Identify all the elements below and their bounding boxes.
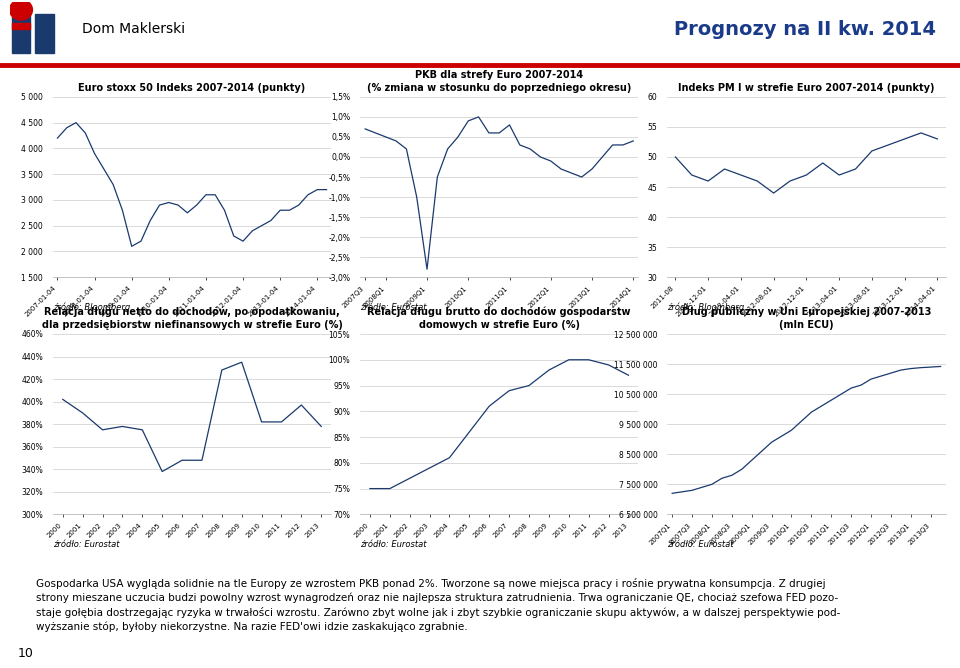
Text: Prognozy na II kw. 2014: Prognozy na II kw. 2014 — [674, 20, 936, 39]
Text: źródło: Eurostat: źródło: Eurostat — [360, 303, 426, 311]
Text: źródło: Eurostat: źródło: Eurostat — [667, 540, 733, 548]
Title: Indeks PM I w strefie Euro 2007-2014 (punkty): Indeks PM I w strefie Euro 2007-2014 (pu… — [678, 84, 935, 94]
Text: Gospodarka USA wygląda solidnie na tle Europy ze wzrostem PKB ponad 2%. Tworzone: Gospodarka USA wygląda solidnie na tle E… — [36, 578, 827, 589]
Title: PKB dla strefy Euro 2007-2014
(% zmiana w stosunku do poprzedniego okresu): PKB dla strefy Euro 2007-2014 (% zmiana … — [367, 70, 632, 94]
Bar — [12, 23, 31, 29]
Text: źródło: Bloomberg: źródło: Bloomberg — [53, 303, 130, 312]
Text: Dom Maklerski: Dom Maklerski — [82, 23, 184, 37]
Text: wyższanie stóp, byłoby niekorzystne. Na razie FED'owi idzie zaskakująco zgrabnie: wyższanie stóp, byłoby niekorzystne. Na … — [36, 622, 468, 633]
Bar — [36, 14, 54, 53]
Text: źródło: Eurostat: źródło: Eurostat — [53, 540, 119, 548]
Circle shape — [10, 0, 33, 20]
Title: Euro stoxx 50 Indeks 2007-2014 (punkty): Euro stoxx 50 Indeks 2007-2014 (punkty) — [79, 84, 305, 94]
Title: Relacja długu netto do dochodów, po opodatkowaniu,
dla przedsiębiorstw niefinans: Relacja długu netto do dochodów, po opod… — [41, 307, 343, 331]
Text: źródło: Eurostat: źródło: Eurostat — [360, 540, 426, 548]
Bar — [12, 14, 31, 53]
Text: staje gołębia dostrzegając ryzyka w trwałości wzrostu. Zarówno zbyt wolne jak i : staje gołębia dostrzegając ryzyka w trwa… — [36, 607, 841, 618]
Title: Relacja długu brutto do dochodów gospodarstw
domowych w strefie Euro (%): Relacja długu brutto do dochodów gospoda… — [368, 307, 631, 331]
Text: źródło: Bloomberg: źródło: Bloomberg — [667, 303, 744, 312]
Title: Dług publiczny w Uni Europejskiej 2007-2013
(mln ECU): Dług publiczny w Uni Europejskiej 2007-2… — [682, 307, 931, 331]
Text: strony mieszane uczucia budzi powolny wzrost wynagrodzeń oraz nie najlepsza stru: strony mieszane uczucia budzi powolny wz… — [36, 593, 839, 603]
Text: 10: 10 — [17, 647, 34, 660]
